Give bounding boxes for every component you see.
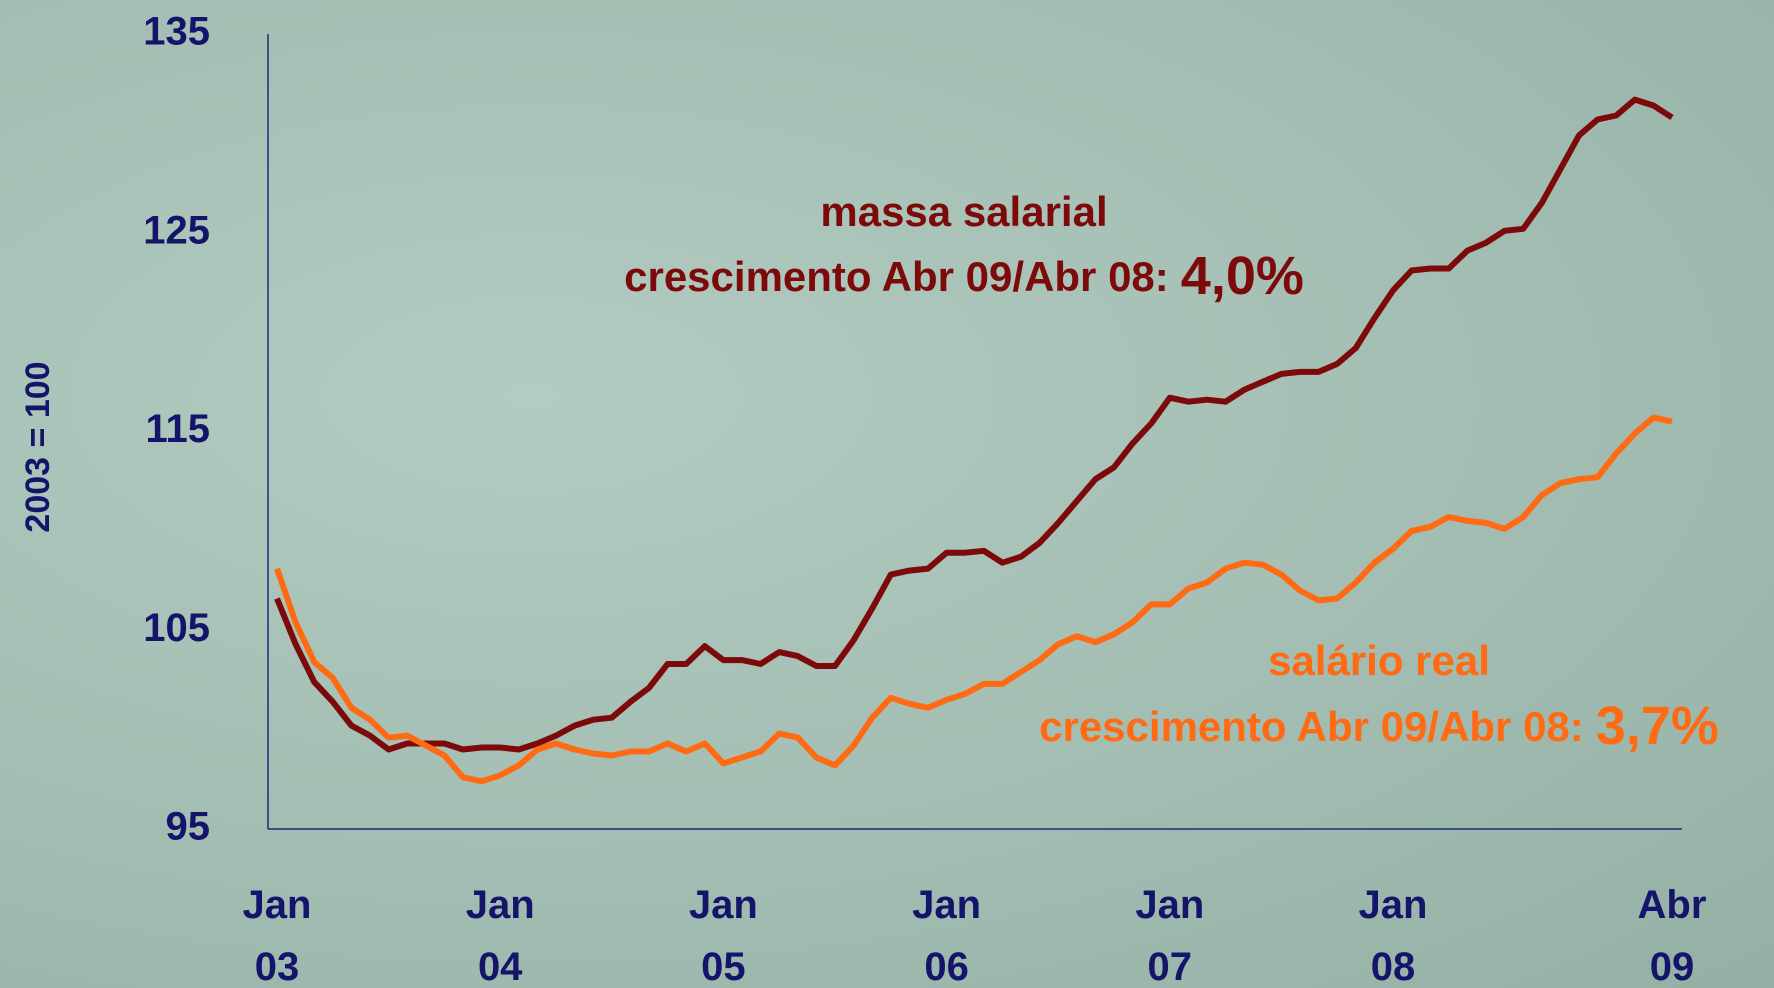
x-tick-label: Jan 03 (242, 883, 312, 988)
series-line (274, 96, 1674, 753)
y-tick-label: 115 (145, 407, 210, 451)
x-tick-label: Abr 09 (1637, 883, 1707, 988)
growth-label: 3,7% (1596, 696, 1719, 756)
x-tick-label: Jan 04 (465, 883, 535, 988)
series-label: massa salarial (820, 188, 1107, 235)
growth-label: 4,0% (1181, 246, 1304, 306)
x-tick-label: Jan 05 (688, 883, 758, 988)
series-label: salário real (1268, 637, 1490, 684)
annotation-text: crescimento Abr 09/Abr 08: (624, 253, 1169, 300)
x-tick-label: Jan 08 (1358, 883, 1428, 988)
series-line (274, 414, 1673, 785)
annotation-text: crescimento Abr 09/Abr 08: (1039, 703, 1584, 750)
y-axis-label: 2003 = 100 (19, 361, 57, 532)
y-tick-label: 125 (143, 208, 210, 252)
y-tick-label: 135 (143, 10, 210, 54)
x-tick-label: Jan 07 (1135, 883, 1205, 988)
series-annotation: crescimento Abr 09/Abr 08: 3,7% (1039, 696, 1719, 756)
y-tick-label: 95 (166, 805, 211, 849)
series-annotation: crescimento Abr 09/Abr 08: 4,0% (624, 246, 1304, 306)
x-tick-label: Jan 06 (912, 883, 982, 988)
y-tick-label: 105 (143, 606, 210, 650)
